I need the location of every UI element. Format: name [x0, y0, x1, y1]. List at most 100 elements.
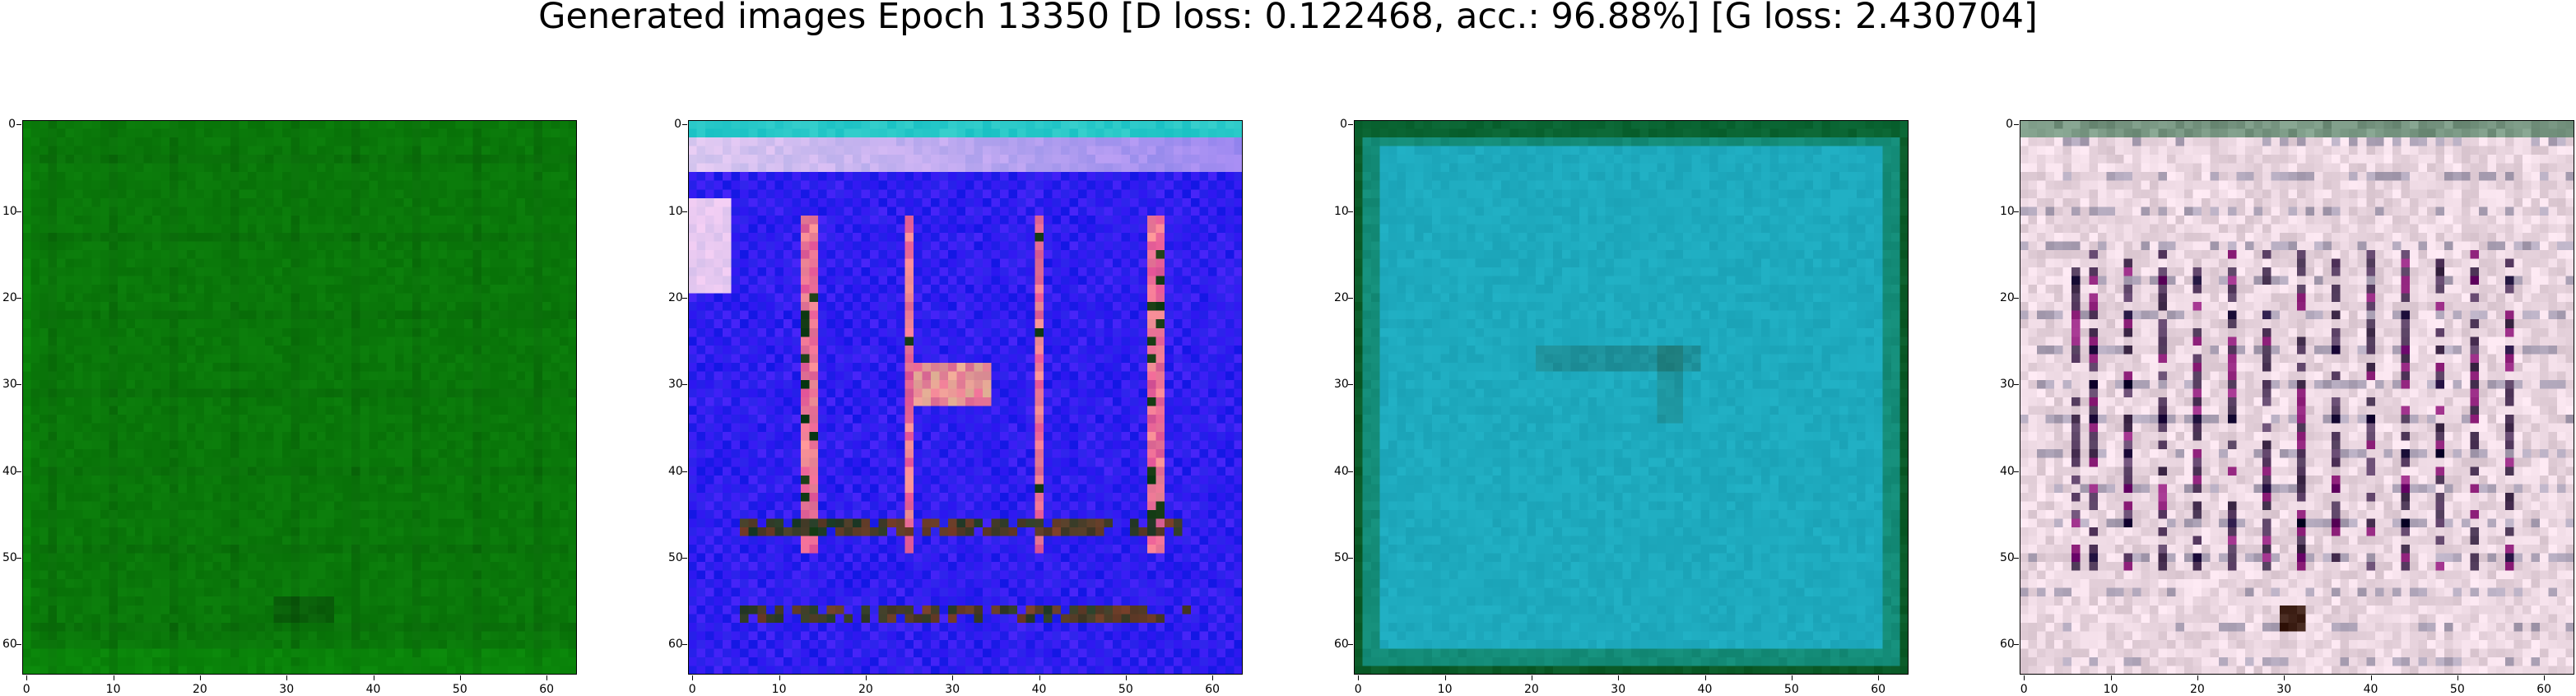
x-tick — [2370, 675, 2372, 680]
generated-image-2 — [688, 120, 1243, 675]
generated-image-1 — [22, 120, 577, 675]
y-tick-label: 0 — [2006, 118, 2013, 132]
y-tick-label: 30 — [2000, 378, 2015, 392]
y-tick-label: 0 — [674, 118, 681, 132]
y-tick-label: 40 — [2000, 464, 2015, 478]
y-tick — [16, 471, 21, 472]
generated-image-4 — [2020, 120, 2574, 675]
x-tick — [459, 675, 461, 680]
axes-frame — [688, 120, 1243, 675]
x-tick — [1444, 675, 1446, 680]
x-tick-label: 50 — [2449, 683, 2465, 696]
y-tick — [2014, 384, 2019, 386]
x-tick-label: 0 — [1354, 683, 1362, 696]
y-tick-label: 30 — [1334, 378, 1349, 392]
axes-frame — [1354, 120, 1909, 675]
x-tick — [199, 675, 201, 680]
figure-title: Generated images Epoch 13350 [D loss: 0.… — [538, 0, 2038, 37]
x-tick — [1212, 675, 1214, 680]
image-panel-1: 0 0 10 10 20 20 30 30 40 40 50 50 60 60 — [2, 118, 577, 696]
y-tick — [16, 211, 21, 212]
x-tick-label: 20 — [858, 683, 873, 696]
x-tick — [779, 675, 780, 680]
y-tick-label: 20 — [1334, 290, 1349, 304]
x-tick-label: 40 — [1697, 683, 1713, 696]
y-tick-label: 20 — [2000, 290, 2015, 304]
x-tick-label: 40 — [1031, 683, 1047, 696]
x-tick-label: 0 — [22, 683, 30, 696]
x-tick — [692, 675, 694, 680]
y-tick-label: 40 — [2, 464, 17, 478]
x-tick — [1704, 675, 1706, 680]
x-tick — [286, 675, 288, 680]
x-tick — [2197, 675, 2198, 680]
y-tick-label: 30 — [2, 378, 17, 392]
x-tick — [2544, 675, 2546, 680]
x-tick-label: 0 — [688, 683, 696, 696]
y-tick — [682, 124, 687, 126]
y-tick-label: 40 — [668, 464, 683, 478]
y-tick — [682, 644, 687, 646]
x-tick — [2284, 675, 2285, 680]
y-tick — [2014, 557, 2019, 559]
x-tick-label: 30 — [1611, 683, 1626, 696]
y-tick — [1348, 471, 1353, 472]
x-tick-label: 30 — [945, 683, 960, 696]
x-tick-label: 60 — [2536, 683, 2552, 696]
x-tick — [1039, 675, 1040, 680]
y-tick — [682, 384, 687, 386]
y-tick-label: 30 — [668, 378, 683, 392]
y-tick — [682, 471, 687, 472]
x-tick — [26, 675, 28, 680]
y-tick-label: 50 — [2000, 550, 2015, 564]
y-tick-label: 60 — [2, 638, 17, 652]
y-tick-label: 0 — [8, 118, 16, 132]
y-tick-label: 40 — [1334, 464, 1349, 478]
y-tick-label: 10 — [1334, 204, 1349, 218]
y-tick — [1348, 557, 1353, 559]
x-tick-label: 60 — [1871, 683, 1886, 696]
x-tick-label: 20 — [2189, 683, 2205, 696]
y-tick-label: 60 — [2000, 638, 2015, 652]
x-tick — [1358, 675, 1360, 680]
y-tick — [682, 297, 687, 299]
y-tick — [682, 211, 687, 212]
y-tick-label: 10 — [668, 204, 683, 218]
y-tick-label: 20 — [2, 290, 17, 304]
y-tick-label: 50 — [1334, 550, 1349, 564]
x-tick-label: 60 — [1205, 683, 1221, 696]
y-tick-label: 10 — [2000, 204, 2015, 218]
axes-frame — [22, 120, 577, 675]
x-tick-label: 50 — [1118, 683, 1133, 696]
x-tick — [1878, 675, 1880, 680]
x-tick — [1125, 675, 1127, 680]
y-tick-label: 60 — [668, 638, 683, 652]
y-tick-label: 50 — [2, 550, 17, 564]
x-tick-label: 50 — [452, 683, 467, 696]
y-tick-label: 50 — [668, 550, 683, 564]
x-tick-label: 10 — [105, 683, 121, 696]
x-tick — [952, 675, 954, 680]
x-tick — [1618, 675, 1620, 680]
x-tick — [546, 675, 548, 680]
y-tick — [1348, 644, 1353, 646]
y-tick — [682, 557, 687, 559]
x-tick-label: 10 — [1437, 683, 1453, 696]
y-tick — [16, 124, 21, 126]
y-tick — [2014, 124, 2019, 126]
y-tick — [1348, 124, 1353, 126]
y-tick-label: 0 — [1340, 118, 1347, 132]
x-tick-label: 20 — [1523, 683, 1539, 696]
x-tick-label: 10 — [771, 683, 787, 696]
y-tick — [2014, 211, 2019, 212]
y-tick — [16, 297, 21, 299]
y-tick — [1348, 211, 1353, 212]
x-tick-label: 0 — [2020, 683, 2028, 696]
x-tick-label: 10 — [2103, 683, 2118, 696]
x-tick — [2024, 675, 2025, 680]
y-tick — [16, 384, 21, 386]
image-panel-2: 0 0 10 10 20 20 30 30 40 40 50 50 60 60 — [668, 118, 1243, 696]
x-tick — [2110, 675, 2112, 680]
y-tick — [1348, 297, 1353, 299]
y-tick — [2014, 297, 2019, 299]
